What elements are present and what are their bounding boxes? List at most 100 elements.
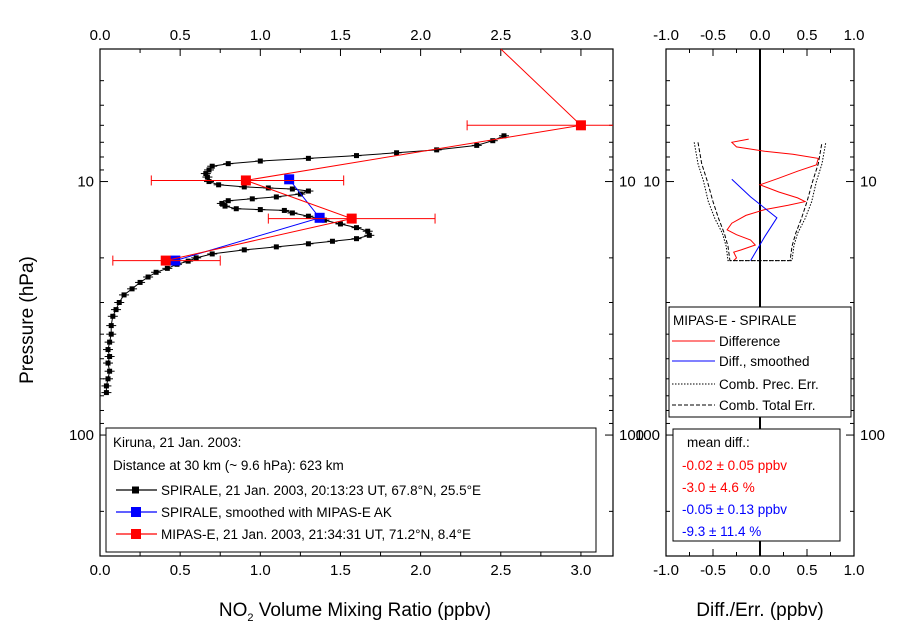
diff-x-tick-label-bottom: 0.5 — [797, 562, 818, 579]
mipas-point — [575, 120, 586, 131]
spirale-point — [185, 258, 191, 264]
spirale-point — [249, 196, 255, 202]
diff-x-tick-label-top: -0.5 — [700, 27, 726, 44]
spirale-smoothed-line — [175, 178, 321, 262]
legend-marker-smoothed — [131, 507, 141, 517]
spirale-point — [103, 390, 109, 396]
spirale-point — [107, 368, 113, 374]
diff-x-tick-label-top: 0.0 — [750, 27, 771, 44]
spirale-smoothed-point — [314, 212, 325, 223]
spirale-point — [265, 185, 271, 191]
main-y-tick-label-left: 100 — [69, 427, 94, 444]
spirale-point — [241, 184, 247, 190]
main-axis-ticks: 0.0 0.0 0.5 0.5 1.0 1.0 1.5 1.5 2.0 2.0 2.5 2.5 3.0 3… — [69, 27, 644, 579]
spirale-point — [116, 300, 122, 305]
mean-diff-line-2: -3.0 ± 4.6 % — [682, 480, 755, 495]
diff-smoothed-line — [731, 178, 778, 261]
main-y-tick-label-right: 10 — [619, 174, 636, 191]
spirale-point — [203, 171, 209, 177]
main-legend: Kiruna, 21 Jan. 2003: Distance at 30 km … — [105, 427, 597, 553]
spirale-point — [474, 142, 480, 148]
spirale-point — [105, 347, 111, 353]
legend-title-line1: Kiruna, 21 Jan. 2003: — [113, 435, 241, 450]
mean-diff-title: mean diff.: — [687, 435, 750, 450]
main-x-tick-label-bottom: 1.0 — [250, 562, 271, 579]
diff-legend-entry-smoothed: Diff., smoothed — [719, 354, 810, 369]
diff-legend-entry-difference: Difference — [719, 334, 780, 349]
spirale-point — [257, 207, 263, 213]
diff-legend-box — [668, 306, 852, 418]
spirale-point — [105, 360, 111, 366]
spirale-point — [366, 232, 372, 238]
diff-x-tick-label-top: 0.5 — [797, 27, 818, 44]
legend-entry-mipas: MIPAS-E, 21 Jan. 2003, 21:34:31 UT, 71.2… — [161, 527, 471, 542]
diff-x-tick-label-bottom: 0.0 — [750, 562, 771, 579]
spirale-point — [305, 188, 311, 194]
diff-x-tick-label-bottom: -1.0 — [653, 562, 679, 579]
diff-y-tick-label-left: 10 — [643, 174, 660, 191]
spirale-point — [103, 383, 109, 389]
spirale-point — [137, 279, 143, 285]
spirale-point — [305, 241, 311, 247]
main-x-tick-label-top: 0.5 — [170, 27, 191, 44]
mipas-point — [240, 175, 251, 186]
main-legend-box — [105, 427, 597, 553]
spirale-point — [193, 255, 199, 261]
spirale-point — [354, 225, 359, 231]
x-axis-label-main: NO2 Volume Mixing Ratio (ppbv) — [219, 600, 491, 624]
mean-diff-line-1: -0.02 ± 0.05 ppbv — [682, 458, 787, 473]
difference-line — [726, 138, 819, 261]
spirale-point — [329, 238, 335, 244]
spirale-point — [107, 339, 113, 345]
spirale-point — [108, 323, 114, 329]
spirale-point — [241, 247, 247, 253]
main-y-tick-label-right: 100 — [619, 427, 644, 444]
spirale-point — [501, 133, 507, 139]
diff-x-tick-label-top: 1.0 — [844, 27, 865, 44]
diff-legend-entry-prec: Comb. Prec. Err. — [719, 377, 819, 392]
spirale-point — [225, 161, 231, 167]
mean-diff-line-3: -0.05 ± 0.13 ppbv — [682, 502, 787, 517]
y-axis-label: Pressure (hPa) — [17, 256, 38, 384]
spirale-point — [164, 265, 170, 271]
mipas-point — [346, 213, 357, 224]
spirale-point — [204, 174, 210, 180]
x-axis-label-no: NO — [219, 600, 248, 621]
spirale-point — [209, 163, 215, 169]
diff-x-tick-label-bottom: 1.0 — [844, 562, 865, 579]
spirale-point — [305, 155, 311, 161]
main-y-tick-label-left: 10 — [77, 174, 94, 191]
legend-entry-spirale: SPIRALE, 21 Jan. 2003, 20:13:23 UT, 67.8… — [161, 483, 481, 498]
main-x-tick-label-top: 1.0 — [250, 27, 271, 44]
x-axis-label-rest: Volume Mixing Ratio (ppbv) — [254, 600, 492, 621]
spirale-point — [354, 153, 359, 159]
spirale-point — [219, 200, 225, 206]
legend-marker-mipas — [131, 529, 141, 539]
main-x-tick-label-bottom: 2.0 — [410, 562, 431, 579]
diff-x-tick-label-bottom: -0.5 — [700, 562, 726, 579]
diff-legend: MIPAS-E - SPIRALE Difference Diff., smoo… — [668, 306, 852, 418]
mean-diff-box: mean diff.: -0.02 ± 0.05 ppbv -3.0 ± 4.6… — [672, 428, 841, 542]
diff-x-tick-label-top: -1.0 — [653, 27, 679, 44]
spirale-point — [222, 203, 228, 209]
legend-title-line2: Distance at 30 km (~ 9.6 hPa): 623 km — [113, 458, 344, 473]
spirale-point — [145, 274, 151, 280]
spirale-point — [129, 286, 135, 292]
spirale-point — [289, 186, 295, 192]
mean-diff-line-4: -9.3 ± 11.4 % — [682, 524, 761, 539]
mean-diff-box-frame — [672, 428, 841, 542]
x-axis-label-diff: Diff./Err. (ppbv) — [696, 600, 823, 621]
spirale-point — [206, 179, 212, 185]
main-x-tick-label-top: 3.0 — [571, 27, 592, 44]
mipas-point — [160, 255, 171, 266]
diff-legend-title: MIPAS-E - SPIRALE — [673, 313, 797, 328]
diff-y-tick-label-left: 100 — [635, 427, 660, 444]
main-x-tick-label-bottom: 0.0 — [90, 562, 111, 579]
spirale-point — [216, 182, 222, 188]
main-x-tick-label-bottom: 0.5 — [170, 562, 191, 579]
spirale-point — [354, 236, 359, 242]
main-x-tick-label-top: 2.0 — [410, 27, 431, 44]
spirale-point — [434, 147, 440, 153]
x-axis-label-subscript: 2 — [247, 612, 253, 624]
